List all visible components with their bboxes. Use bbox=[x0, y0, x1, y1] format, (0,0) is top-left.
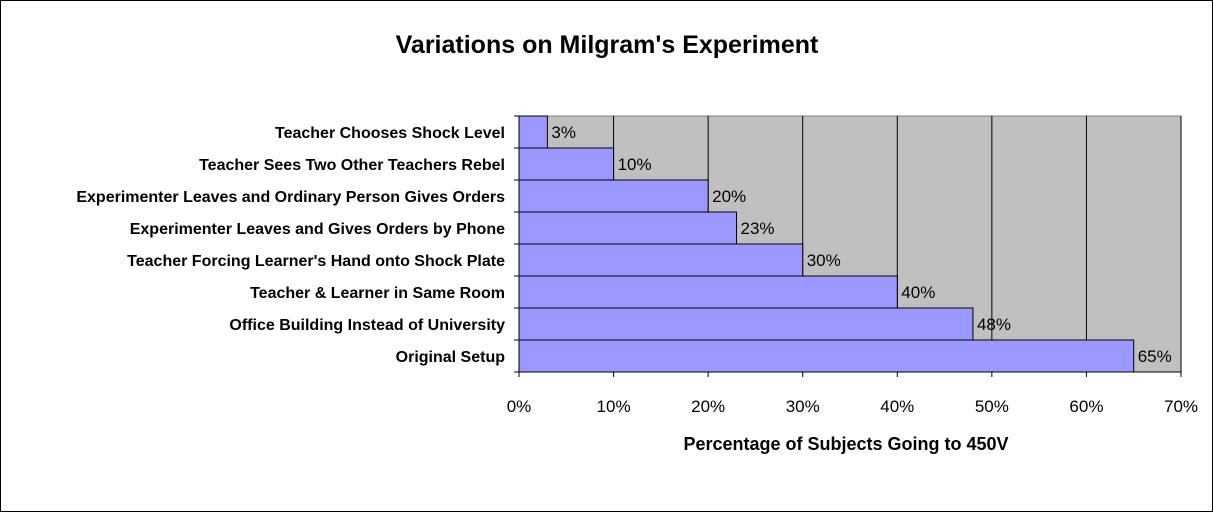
category-label-3: Experimenter Leaves and Gives Orders by … bbox=[130, 221, 505, 238]
category-label-6: Office Building Instead of University bbox=[229, 317, 505, 334]
category-label-7: Original Setup bbox=[396, 349, 506, 366]
data-label-7: 65% bbox=[1138, 347, 1172, 366]
bar-1 bbox=[518, 147, 615, 181]
data-label-2: 20% bbox=[712, 187, 746, 206]
bar-0 bbox=[518, 115, 548, 149]
x-tick-label-1: 10% bbox=[597, 397, 631, 416]
data-label-4: 30% bbox=[807, 251, 841, 270]
category-label-5: Teacher & Learner in Same Room bbox=[250, 285, 505, 302]
x-tick-label-3: 30% bbox=[786, 397, 820, 416]
x-tick-label-4: 40% bbox=[880, 397, 914, 416]
data-label-5: 40% bbox=[901, 283, 935, 302]
x-tick-label-6: 60% bbox=[1069, 397, 1103, 416]
category-label-4: Teacher Forcing Learner's Hand onto Shoc… bbox=[127, 253, 505, 270]
data-label-1: 10% bbox=[618, 155, 652, 174]
category-label-2: Experimenter Leaves and Ordinary Person … bbox=[76, 189, 505, 206]
bar-4 bbox=[518, 243, 804, 277]
data-label-0: 3% bbox=[551, 123, 576, 142]
bar-6 bbox=[518, 307, 974, 341]
x-tick-label-7: 70% bbox=[1164, 397, 1198, 416]
bar-5 bbox=[518, 275, 898, 309]
chart-title: Variations on Milgram's Experiment bbox=[396, 31, 819, 59]
category-label-1: Teacher Sees Two Other Teachers Rebel bbox=[199, 157, 505, 174]
x-tick-label-5: 50% bbox=[975, 397, 1009, 416]
x-axis-label: Percentage of Subjects Going to 450V bbox=[683, 434, 1008, 454]
x-tick-label-2: 20% bbox=[691, 397, 725, 416]
data-label-6: 48% bbox=[977, 315, 1011, 334]
category-label-0: Teacher Chooses Shock Level bbox=[275, 125, 505, 142]
bar-7 bbox=[518, 339, 1135, 373]
data-label-3: 23% bbox=[741, 219, 775, 238]
x-tick-label-0: 0% bbox=[507, 397, 532, 416]
bar-3 bbox=[518, 211, 738, 245]
bar-2 bbox=[518, 179, 709, 213]
